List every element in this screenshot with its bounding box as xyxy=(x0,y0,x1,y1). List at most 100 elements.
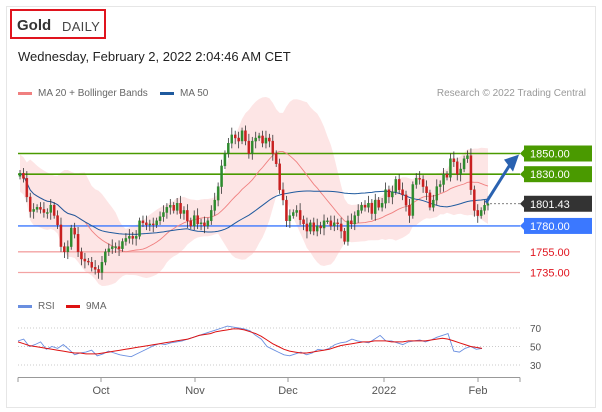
level-label-pointer-1801.43 xyxy=(520,198,525,209)
candle-body xyxy=(312,222,316,232)
candle-body xyxy=(394,179,398,192)
candle-body xyxy=(285,199,288,222)
candle-body xyxy=(333,222,336,227)
candle-body xyxy=(309,222,312,232)
bollinger-band-fill xyxy=(20,97,488,286)
level-label-bg-1801.43 xyxy=(524,195,592,212)
candle-body xyxy=(179,202,182,214)
candle-body xyxy=(380,202,384,208)
candle-body xyxy=(326,220,329,223)
candle-body xyxy=(343,230,346,242)
candle-body xyxy=(100,262,104,273)
rsi-swatch xyxy=(18,305,32,308)
candle-body xyxy=(445,173,449,178)
legend-rsi-ma: 9MA xyxy=(66,301,107,312)
candle-body xyxy=(432,199,435,208)
candle-body xyxy=(278,163,281,190)
candle-body xyxy=(121,241,124,249)
candle-body xyxy=(387,189,391,198)
instrument-symbol: Gold xyxy=(17,17,52,34)
candle-body xyxy=(244,130,247,142)
x-tick-label-Oct: Oct xyxy=(92,385,109,397)
candle-body xyxy=(158,216,162,221)
candle-body xyxy=(425,186,428,194)
legend-ma50: MA 50 xyxy=(160,88,208,99)
rsi-tick-label-50: 50 xyxy=(530,343,542,354)
candle-body xyxy=(189,220,192,227)
chart-datetime: Wednesday, February 2, 2022 2:04:46 AM C… xyxy=(18,49,291,64)
candle-body xyxy=(42,209,46,213)
candle-body xyxy=(295,210,298,213)
candle-body xyxy=(182,210,186,214)
ma50-line xyxy=(19,172,489,235)
candle-body xyxy=(408,204,411,216)
candle-body xyxy=(449,158,452,178)
candle-body xyxy=(237,137,240,142)
rsi-ma-swatch xyxy=(66,305,80,308)
candle-body xyxy=(29,196,32,212)
candle-body xyxy=(479,210,483,216)
candle-body xyxy=(442,173,445,185)
candle-body xyxy=(360,204,363,211)
level-label-bg-1830.00 xyxy=(524,166,592,183)
level-label-1850.00: 1850.00 xyxy=(530,149,570,161)
candle-body xyxy=(363,204,367,208)
candle-body xyxy=(459,168,462,175)
candle-body xyxy=(418,178,421,180)
candle-body xyxy=(322,220,326,229)
candle-body xyxy=(97,269,100,273)
candle-body xyxy=(52,204,56,216)
candle-body xyxy=(438,184,442,187)
candle-body xyxy=(377,199,380,208)
candle-body xyxy=(401,189,404,196)
candle-body xyxy=(83,258,87,262)
rsi-series-RSI xyxy=(17,325,483,358)
candle-body xyxy=(35,207,39,210)
candle-body xyxy=(199,222,203,225)
level-label-1830.00: 1830.00 xyxy=(530,169,570,181)
candle-body xyxy=(39,207,42,210)
legend-bollinger: MA 20 + Bollinger Bands xyxy=(18,88,148,99)
candle-body xyxy=(155,220,158,226)
candle-body xyxy=(329,220,333,227)
candle-body xyxy=(69,227,73,247)
rsi-tick-label-70: 70 xyxy=(530,324,542,335)
candle-body xyxy=(292,212,295,216)
candle-body xyxy=(473,189,476,211)
candle-body xyxy=(233,134,237,139)
candle-body xyxy=(196,215,199,225)
candle-body xyxy=(110,246,114,249)
candle-body xyxy=(73,227,76,235)
candle-body xyxy=(206,220,210,227)
candle-body xyxy=(80,251,83,260)
candle-body xyxy=(257,135,261,139)
x-tick-label-Nov: Nov xyxy=(185,385,205,397)
candle-body xyxy=(391,191,394,198)
candle-body xyxy=(230,134,233,144)
level-label-1755.00: 1755.00 xyxy=(530,247,570,259)
rsi-series-9MA xyxy=(17,328,483,355)
candle-body xyxy=(117,246,121,249)
candle-body xyxy=(22,172,25,179)
candle-body xyxy=(192,215,196,227)
candle-body xyxy=(172,204,175,211)
candle-body xyxy=(374,199,377,214)
candle-body xyxy=(145,222,148,226)
instrument-title-box[interactable]: Gold DAILY xyxy=(10,9,106,39)
candle-body xyxy=(339,223,343,232)
candle-body xyxy=(486,203,490,206)
legend-rsi: RSI xyxy=(18,301,55,312)
candle-body xyxy=(63,246,66,253)
candle-body xyxy=(107,248,111,252)
candle-body xyxy=(319,225,322,229)
candle-body xyxy=(404,194,408,206)
candle-body xyxy=(227,142,230,154)
candle-body xyxy=(466,155,469,159)
candle-body xyxy=(87,260,90,263)
candle-body xyxy=(384,189,387,204)
candle-body xyxy=(483,204,486,211)
candle-body xyxy=(151,223,155,226)
candle-body xyxy=(168,204,172,208)
legend-bollinger-label: MA 20 + Bollinger Bands xyxy=(38,88,148,99)
